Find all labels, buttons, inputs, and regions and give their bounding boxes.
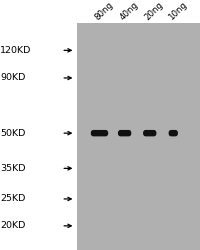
Text: 120KD: 120KD bbox=[0, 46, 31, 55]
Text: 10ng: 10ng bbox=[166, 0, 188, 22]
Text: 90KD: 90KD bbox=[0, 74, 25, 82]
Text: 35KD: 35KD bbox=[0, 164, 25, 173]
FancyBboxPatch shape bbox=[117, 130, 131, 136]
Text: 50KD: 50KD bbox=[0, 129, 25, 138]
Text: 80ng: 80ng bbox=[93, 0, 114, 22]
Bar bbox=[77, 24, 200, 250]
FancyBboxPatch shape bbox=[142, 130, 156, 136]
Text: 20ng: 20ng bbox=[143, 0, 164, 22]
FancyBboxPatch shape bbox=[90, 130, 108, 136]
Text: 20KD: 20KD bbox=[0, 221, 25, 230]
FancyBboxPatch shape bbox=[168, 130, 177, 136]
Text: 25KD: 25KD bbox=[0, 194, 25, 203]
Text: 40ng: 40ng bbox=[118, 0, 139, 22]
